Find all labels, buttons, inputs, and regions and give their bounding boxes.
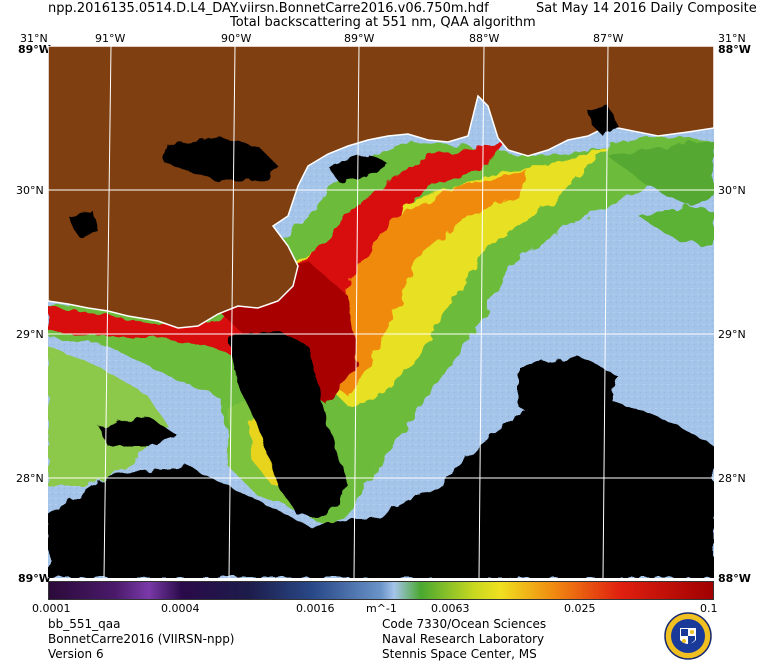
lon-label-87: 87°W (593, 32, 624, 45)
graticule (48, 46, 714, 578)
plume-red (48, 141, 508, 376)
lat-label-30-right: 30°N (718, 184, 746, 197)
no-data-west (98, 416, 178, 446)
lon-label-91: 91°W (95, 32, 126, 45)
colorbar-tick-2: 0.0016 (296, 602, 335, 615)
corner-lon-top-left: 89°W (18, 43, 51, 56)
colorbar-unit: m^-1 (366, 602, 397, 615)
lat-label-29-left: 29°N (16, 328, 44, 341)
lat-label-29-right: 29°N (718, 328, 746, 341)
corner-lon-bottom-left: 89°W (18, 572, 51, 585)
colorbar (48, 581, 714, 600)
land (48, 46, 714, 329)
footer-left-1: bb_551_qaa (48, 617, 121, 631)
lon-label-90: 90°W (221, 32, 252, 45)
no-data-delta (228, 331, 348, 516)
product-subtitle: Total backscattering at 551 nm, QAA algo… (230, 15, 536, 30)
colorbar-tick-3: 0.0063 (431, 602, 470, 615)
corner-lon-bottom-right: 88°W (718, 572, 751, 585)
plume-east-green-2 (638, 206, 714, 246)
no-data-regions (48, 331, 714, 578)
colorbar-tick-4: 0.025 (564, 602, 596, 615)
no-data-south (48, 386, 714, 578)
date-title: Sat May 14 2016 Daily Composite (536, 1, 757, 16)
no-data-east (518, 356, 618, 426)
plume-lightgreen (48, 346, 168, 486)
colorbar-tick-0: 0.0001 (32, 602, 71, 615)
colorbar-tick-1: 0.0004 (161, 602, 200, 615)
lat-label-28-right: 28°N (718, 472, 746, 485)
file-title: npp.2016135.0514.D.L4_DAY.viirsn.BonnetC… (48, 1, 489, 16)
lat-label-28-left: 28°N (16, 472, 44, 485)
colorbar-tick-5: 0.1 (700, 602, 718, 615)
satellite-map[interactable] (48, 46, 714, 578)
footer-right-2: Naval Research Laboratory (382, 632, 545, 646)
footer-right-1: Code 7330/Ocean Sciences (382, 617, 547, 631)
nrl-seal-icon (664, 612, 712, 660)
footer-right-3: Stennis Space Center, MS (382, 647, 537, 661)
corner-lon-top-right: 88°W (718, 43, 751, 56)
lon-label-89: 89°W (344, 32, 375, 45)
lon-label-88: 88°W (469, 32, 500, 45)
mobile-bay (588, 106, 618, 136)
corner-lat-top-left: 31°N (20, 32, 48, 45)
lake-pontchartrain (163, 136, 278, 181)
footer-left-3: Version 6 (48, 647, 104, 661)
lat-label-30-left: 30°N (16, 184, 44, 197)
footer-left-2: BonnetCarre2016 (VIIRSN-npp) (48, 632, 235, 646)
lake-west (68, 211, 98, 236)
corner-lat-top-right: 31°N (718, 32, 746, 45)
